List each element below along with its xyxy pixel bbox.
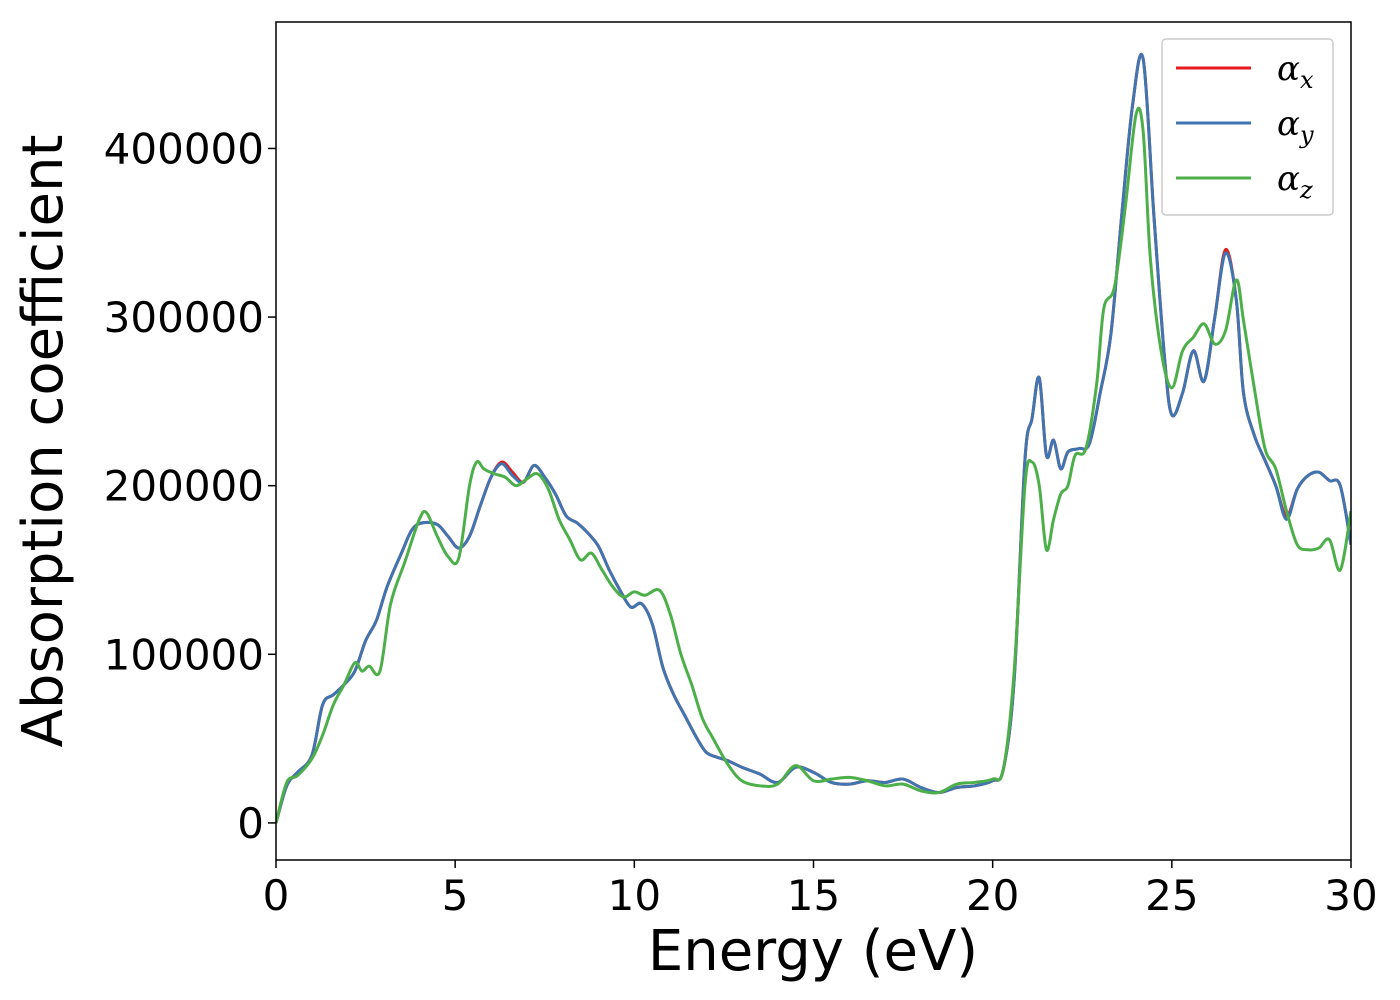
- legend-box: [1161, 38, 1334, 216]
- legend-label-alpha-z: αz: [1277, 159, 1313, 204]
- x-axis-label: Energy (eV): [648, 919, 978, 984]
- x-tick-label: 25: [1145, 871, 1198, 920]
- x-tick-label: 20: [966, 871, 1019, 920]
- x-tick-label: 0: [263, 871, 290, 920]
- y-tick-label: 400000: [104, 124, 264, 173]
- series-line-alpha-y: [276, 52, 1351, 824]
- series-layer: [276, 52, 1351, 824]
- y-axis-ticks: 0 100000 200000 300000 400000: [104, 124, 276, 848]
- legend-label-alpha-x: αx: [1277, 49, 1314, 94]
- y-tick-label: 100000: [104, 630, 264, 679]
- x-tick-label: 10: [608, 871, 661, 920]
- x-tick-label: 30: [1324, 871, 1377, 920]
- x-tick-label: 15: [787, 871, 840, 920]
- y-axis-label: Absorption coefficient: [11, 135, 76, 748]
- series-line-alpha-z: [276, 106, 1351, 824]
- y-tick-label: 200000: [104, 462, 264, 511]
- legend: αx αy αz: [1161, 38, 1334, 216]
- legend-label-alpha-y: αy: [1277, 104, 1314, 149]
- x-tick-label: 5: [442, 871, 469, 920]
- y-tick-label: 0: [237, 799, 264, 848]
- y-tick-label: 300000: [104, 293, 264, 342]
- x-axis-ticks: 0 5 10 15 20 25 30: [263, 860, 1378, 920]
